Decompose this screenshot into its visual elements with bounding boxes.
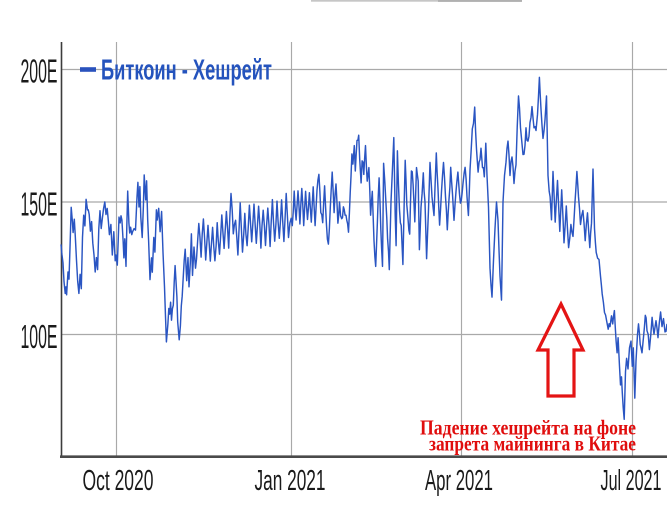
svg-text:100E: 100E bbox=[21, 318, 58, 355]
svg-text:Биткоин - Хешрейт: Биткоин - Хешрейт bbox=[101, 55, 272, 87]
svg-text:150E: 150E bbox=[21, 186, 58, 223]
svg-text:запрета майнинга в Китае: запрета майнинга в Китае bbox=[429, 432, 636, 456]
svg-text:Apr 2021: Apr 2021 bbox=[425, 465, 493, 497]
svg-text:Jan 2021: Jan 2021 bbox=[255, 465, 326, 497]
svg-text:200E: 200E bbox=[21, 53, 58, 90]
svg-text:Oct 2020: Oct 2020 bbox=[83, 465, 154, 497]
svg-text:Jul 2021: Jul 2021 bbox=[601, 465, 662, 497]
svg-text:Падение хешрейта на фоне: Падение хешрейта на фоне bbox=[420, 416, 636, 440]
